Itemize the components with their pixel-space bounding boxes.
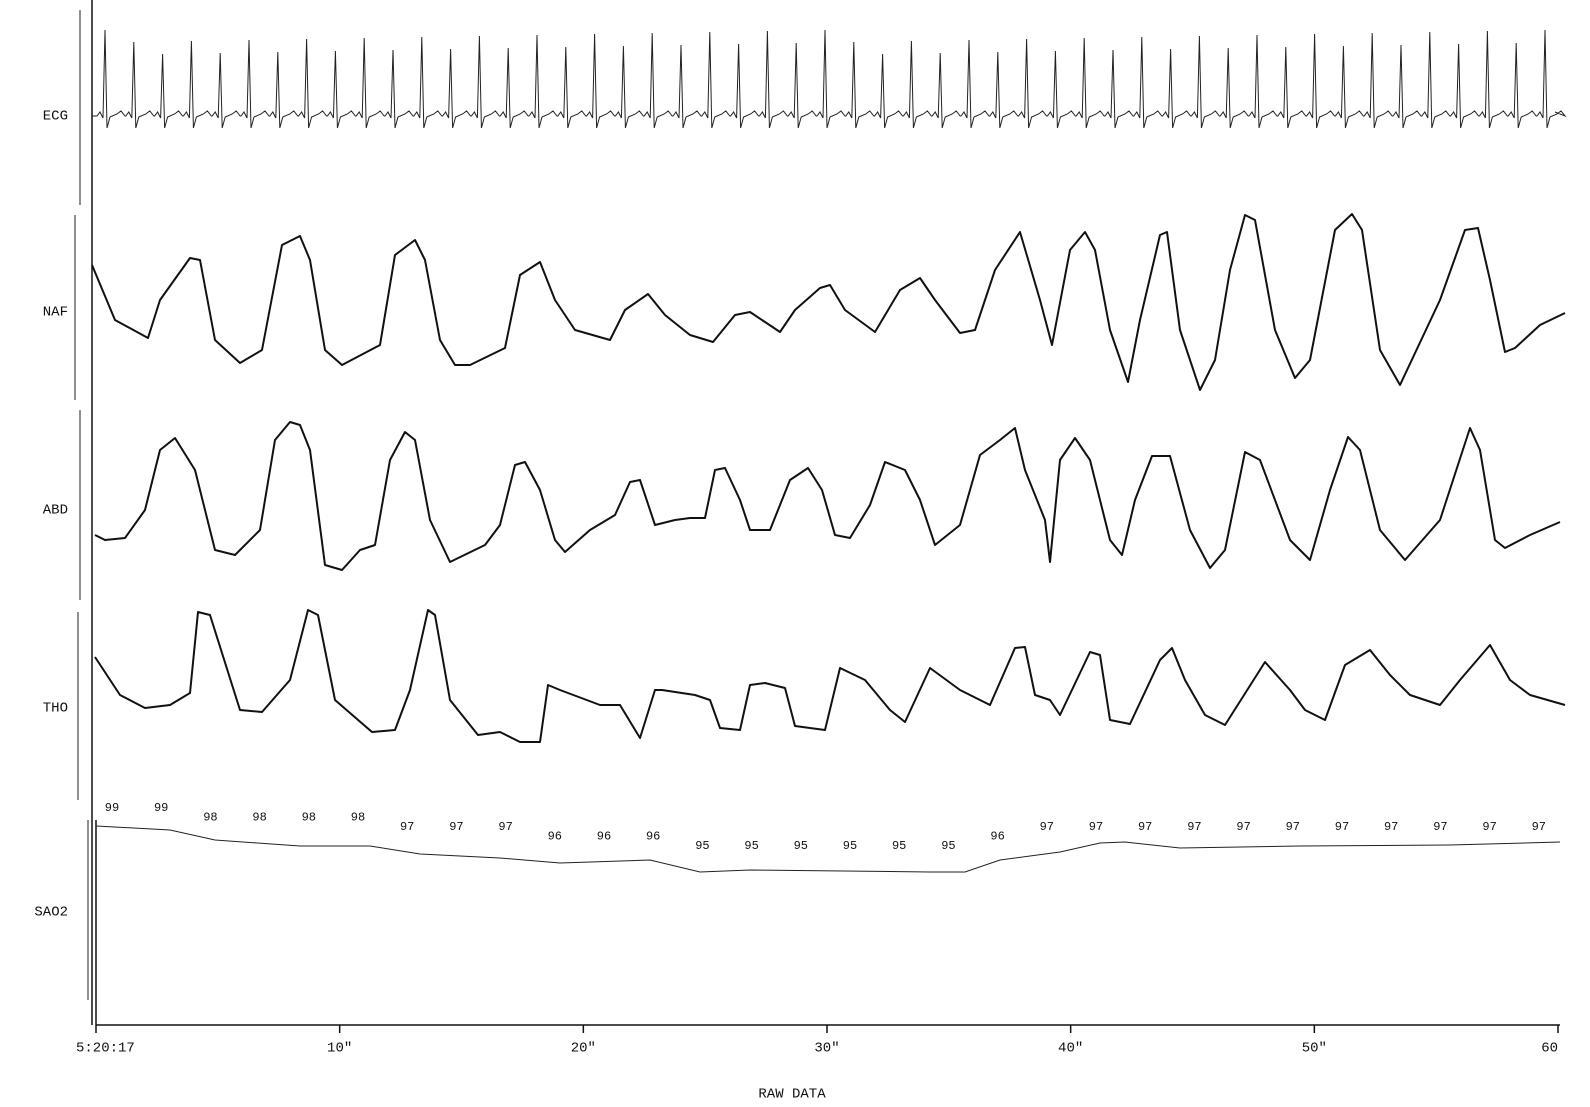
sao2-value: 96 (548, 830, 562, 844)
sao2-value: 97 (498, 820, 512, 834)
sao2-value: 96 (597, 830, 611, 844)
sao2-value: 97 (400, 820, 414, 834)
x-tick-label: 40" (1058, 1041, 1083, 1057)
ecg-trace (92, 29, 1567, 129)
sao2-value: 97 (1089, 820, 1103, 834)
sao2-value: 97 (1040, 820, 1054, 834)
sao2-value: 95 (744, 839, 758, 853)
sao2-value: 98 (351, 811, 365, 825)
sao2-trace (95, 825, 1561, 873)
channel-label: ECG (43, 109, 68, 125)
tho-trace (94, 609, 1566, 743)
x-tick-label: 20" (571, 1041, 596, 1057)
x-tick-label: 30" (814, 1041, 839, 1057)
sao2-value: 96 (990, 830, 1004, 844)
x-tick-label: 10" (327, 1041, 352, 1057)
sao2-value: 98 (252, 811, 266, 825)
sao2-value: 97 (1433, 820, 1447, 834)
sao2-value: 97 (1187, 820, 1201, 834)
sao2-value: 98 (302, 811, 316, 825)
channel-label: NAF (43, 305, 68, 321)
sao2-value: 95 (941, 839, 955, 853)
x-tick-label: 5:20:17 (76, 1041, 135, 1057)
sao2-value: 97 (1384, 820, 1398, 834)
channel-label: THO (43, 701, 68, 717)
sao2-value: 97 (1236, 820, 1250, 834)
channel-label: SAO2 (34, 905, 68, 921)
sao2-value: 97 (1335, 820, 1349, 834)
sao2-value: 95 (843, 839, 857, 853)
sao2-value: 97 (1138, 820, 1152, 834)
sao2-value: 99 (154, 801, 168, 815)
sao2-value: 95 (892, 839, 906, 853)
channel-label: ABD (43, 503, 68, 519)
x-tick-label: 60 (1541, 1041, 1558, 1057)
x-axis-label: RAW DATA (758, 1087, 826, 1103)
x-tick-label: 50" (1302, 1041, 1327, 1057)
sao2-value: 98 (203, 811, 217, 825)
sao2-value: 99 (105, 801, 119, 815)
abd-trace (94, 421, 1561, 571)
naf-trace (91, 213, 1566, 391)
sao2-value: 95 (695, 839, 709, 853)
sao2-value: 97 (1532, 820, 1546, 834)
sao2-value: 95 (794, 839, 808, 853)
sao2-value: 97 (1286, 820, 1300, 834)
panel-brackets (74, 10, 89, 1000)
sao2-value: 97 (1482, 820, 1496, 834)
sao2-value: 96 (646, 830, 660, 844)
sao2-value: 97 (449, 820, 463, 834)
